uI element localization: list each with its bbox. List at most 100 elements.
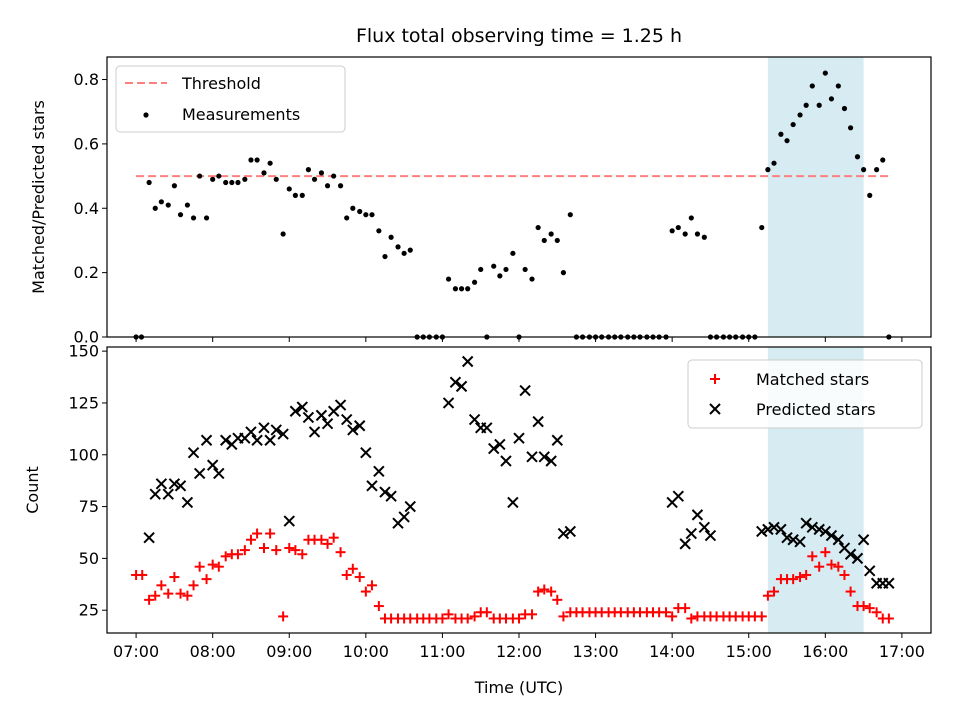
predicted-point (251, 434, 263, 446)
measurement-point (210, 176, 216, 182)
matched-point (347, 563, 358, 574)
predicted-point (781, 531, 793, 544)
measurement-point (854, 154, 861, 160)
top-panel: 0.0 0.2 0.4 0.6 0.8 Flux total observing tim… (29, 25, 932, 347)
measurement-point (337, 183, 344, 189)
bottom-series-layer (131, 355, 895, 624)
matched-point (150, 590, 161, 601)
measurement-point (478, 266, 484, 273)
predicted-point (768, 521, 780, 534)
matched-point (169, 572, 180, 583)
measurement-point (880, 157, 886, 163)
predicted-point (794, 536, 806, 548)
predicted-point (270, 424, 282, 436)
measurement-point (675, 224, 681, 231)
y-tick-label: 100 (68, 445, 99, 464)
matched-point (252, 528, 263, 539)
measurement-point (548, 231, 554, 237)
predicted-point (379, 486, 391, 498)
predicted-point (213, 467, 225, 480)
predicted-point (461, 355, 474, 368)
measurement-point (261, 170, 267, 176)
measurement-point (452, 286, 459, 292)
matched-point (443, 609, 454, 620)
predicted-point (200, 434, 213, 446)
measurement-point (318, 170, 325, 176)
matched-point (354, 572, 365, 583)
bottom-panel: 25 50 75 100 125 150 07:00 08:00 09:00 10:00 11:00… (23, 342, 932, 697)
measurement-point (765, 167, 771, 173)
measurement-point (682, 231, 688, 237)
measurement-point (759, 224, 765, 231)
measurement-point (445, 276, 452, 282)
predicted-point (193, 467, 206, 480)
matched-point (769, 586, 780, 597)
measurement-point (828, 96, 835, 102)
legend-matched-label: Matched stars (756, 370, 869, 389)
bottom-legend-box (687, 359, 923, 429)
matched-point (833, 561, 844, 572)
matched-point (814, 561, 825, 572)
x-tick-label: 17:00 (879, 642, 925, 661)
measurement-point (567, 212, 573, 218)
predicted-point (545, 455, 557, 467)
x-tick-label: 13:00 (573, 642, 619, 661)
matched-point (137, 569, 148, 580)
predicted-point (181, 496, 194, 509)
measurement-point (529, 276, 535, 282)
measurement-point (471, 279, 478, 285)
matched-point (213, 561, 224, 572)
predicted-point (321, 417, 334, 430)
predicted-point (404, 500, 416, 513)
legend-predicted-label: Predicted stars (756, 400, 876, 419)
matched-point (220, 551, 231, 562)
y-tick-label: 0.6 (74, 134, 99, 153)
measurement-point (407, 247, 413, 253)
y-tick-label: 25 (79, 601, 99, 620)
predicted-point (360, 446, 372, 459)
measurement-point (369, 212, 375, 218)
legend-matched-swatch (710, 374, 720, 384)
bottom-xlabel: Time (UTC) (474, 678, 563, 697)
predicted-point (551, 434, 563, 446)
x-tick-label: 08:00 (190, 642, 236, 661)
measurement-point (797, 112, 803, 118)
legend-threshold-label: Threshold (181, 74, 261, 93)
matched-point (373, 601, 384, 612)
predicted-point (857, 534, 870, 546)
predicted-point (806, 521, 819, 534)
measurement-point (503, 266, 509, 273)
top-ticks: 0.0 0.2 0.4 0.6 0.8 (74, 70, 903, 347)
y-tick-label: 50 (79, 549, 99, 568)
measurement-point (357, 208, 363, 215)
matched-point (188, 580, 199, 591)
predicted-point (385, 490, 397, 502)
measurement-point (382, 253, 388, 260)
legend-predicted-swatch (709, 403, 721, 415)
x-tick-label: 09:00 (266, 642, 312, 661)
measurement-point (822, 70, 828, 76)
predicted-point (174, 480, 187, 492)
matched-point (271, 545, 282, 556)
top-legend: Threshold Measurements (115, 65, 346, 133)
predicted-point (883, 577, 895, 589)
y-tick-label: 75 (79, 497, 99, 516)
matched-point (539, 584, 550, 595)
matched-point (360, 586, 371, 597)
matched-point (558, 611, 569, 622)
measurement-point (184, 202, 191, 208)
measurement-point (267, 160, 273, 166)
predicted-point (851, 552, 864, 565)
predicted-point (245, 426, 257, 438)
measurement-point (171, 183, 177, 189)
measurement-point (152, 205, 158, 211)
measurement-point (554, 237, 560, 244)
measurement-point (146, 179, 152, 186)
matched-point (788, 574, 799, 585)
matched-point (278, 611, 289, 622)
predicted-point (455, 380, 468, 393)
predicted-point (366, 480, 378, 492)
matched-point (182, 590, 193, 601)
measurement-point (803, 102, 809, 108)
predicted-point (564, 525, 577, 538)
